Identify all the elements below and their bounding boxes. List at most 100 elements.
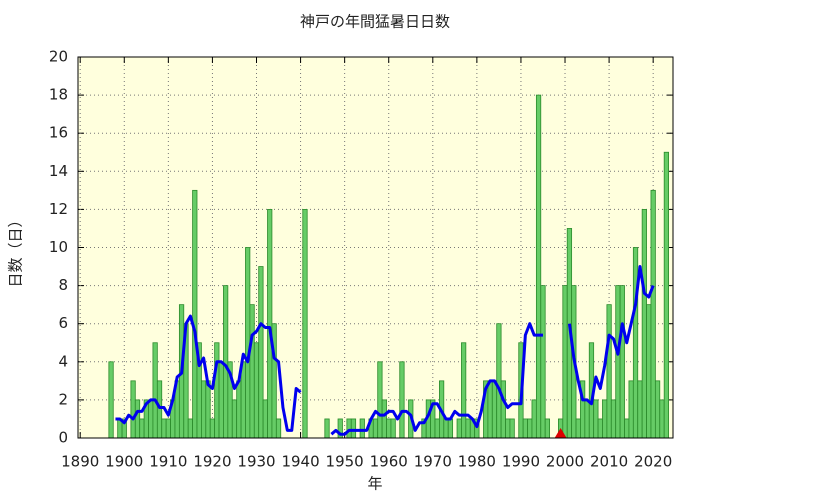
bar — [491, 380, 498, 439]
bar — [602, 399, 608, 439]
bar — [214, 342, 220, 439]
bar — [624, 418, 630, 439]
bar — [509, 418, 515, 439]
bar — [531, 399, 537, 439]
bar — [505, 418, 511, 439]
bar — [262, 399, 268, 439]
x-tick-label: 1980 — [458, 453, 496, 471]
y-tick-label: 2 — [58, 390, 68, 408]
y-tick-label: 6 — [58, 314, 68, 332]
bar — [619, 285, 625, 439]
y-tick-label: 0 — [58, 429, 68, 447]
bar — [152, 342, 158, 439]
bar — [540, 285, 546, 439]
x-tick-label: 1960 — [370, 453, 408, 471]
x-tick-label: 1890 — [61, 453, 99, 471]
bar — [267, 208, 273, 439]
x-tick-label: 1950 — [326, 453, 364, 471]
bar — [139, 418, 145, 439]
bar — [597, 418, 603, 439]
bar — [496, 323, 502, 439]
bar — [632, 247, 639, 439]
bar — [500, 380, 506, 439]
bar — [584, 399, 590, 439]
bar — [628, 380, 634, 439]
bar — [134, 399, 141, 439]
x-tick-label: 1930 — [237, 453, 275, 471]
y-axis-label: 日数（日） — [7, 212, 25, 287]
bar — [606, 304, 612, 439]
bar — [148, 399, 154, 439]
bar — [108, 361, 114, 439]
bar — [610, 399, 617, 439]
chart-title: 神戸の年間猛暑日日数 — [300, 13, 450, 31]
triangle-marker — [554, 428, 567, 438]
bar — [209, 418, 216, 439]
bar — [544, 418, 550, 439]
bar — [372, 418, 379, 439]
bar — [465, 418, 471, 439]
bar — [456, 418, 462, 439]
bar — [359, 418, 365, 439]
x-tick-label: 2010 — [590, 453, 628, 471]
bar — [187, 418, 193, 439]
moving-average-line — [115, 265, 655, 436]
bar — [302, 208, 308, 439]
y-tick-label: 4 — [58, 352, 68, 370]
bar — [253, 342, 260, 439]
y-tick-label: 20 — [49, 48, 68, 66]
bar — [165, 418, 171, 439]
bar — [399, 361, 405, 439]
bar — [646, 304, 652, 439]
bar — [231, 399, 238, 439]
bar — [654, 380, 661, 439]
x-tick-label: 2020 — [634, 453, 672, 471]
bar — [637, 380, 643, 439]
bar — [236, 380, 242, 439]
x-tick-label: 1990 — [502, 453, 540, 471]
x-tick-label: 1900 — [105, 453, 143, 471]
bar — [487, 380, 493, 439]
y-tick-label: 14 — [49, 162, 68, 180]
bar — [249, 304, 255, 439]
y-tick-label: 16 — [49, 124, 68, 142]
bar — [245, 247, 251, 439]
bar — [240, 361, 246, 439]
bar — [522, 418, 528, 439]
bar — [434, 418, 440, 439]
bar — [650, 189, 656, 439]
y-tick-label: 10 — [49, 238, 68, 256]
bar — [659, 399, 665, 439]
bar — [156, 380, 163, 439]
bar — [575, 418, 581, 439]
bar — [447, 418, 454, 439]
bar — [527, 418, 533, 439]
bar — [130, 380, 136, 439]
bar — [324, 418, 330, 439]
bar — [593, 399, 599, 439]
bar — [205, 380, 211, 439]
x-tick-label: 1970 — [414, 453, 452, 471]
bar — [192, 189, 198, 439]
bar — [377, 361, 383, 439]
bar — [201, 380, 207, 439]
bar — [390, 418, 396, 439]
plot-frame — [77, 56, 674, 439]
bar — [663, 151, 669, 439]
bar — [535, 94, 542, 439]
bar — [641, 208, 647, 439]
bar — [275, 418, 282, 439]
bar — [562, 285, 568, 439]
bar — [461, 342, 467, 439]
bar — [386, 418, 392, 439]
bar — [223, 285, 229, 439]
bar — [615, 285, 621, 439]
x-tick-label: 1920 — [193, 453, 231, 471]
y-tick-label: 18 — [49, 86, 68, 104]
y-tick-label: 12 — [49, 200, 68, 218]
bar — [218, 361, 224, 439]
bar — [258, 266, 264, 439]
bar — [443, 418, 449, 439]
x-tick-label: 1910 — [149, 453, 187, 471]
